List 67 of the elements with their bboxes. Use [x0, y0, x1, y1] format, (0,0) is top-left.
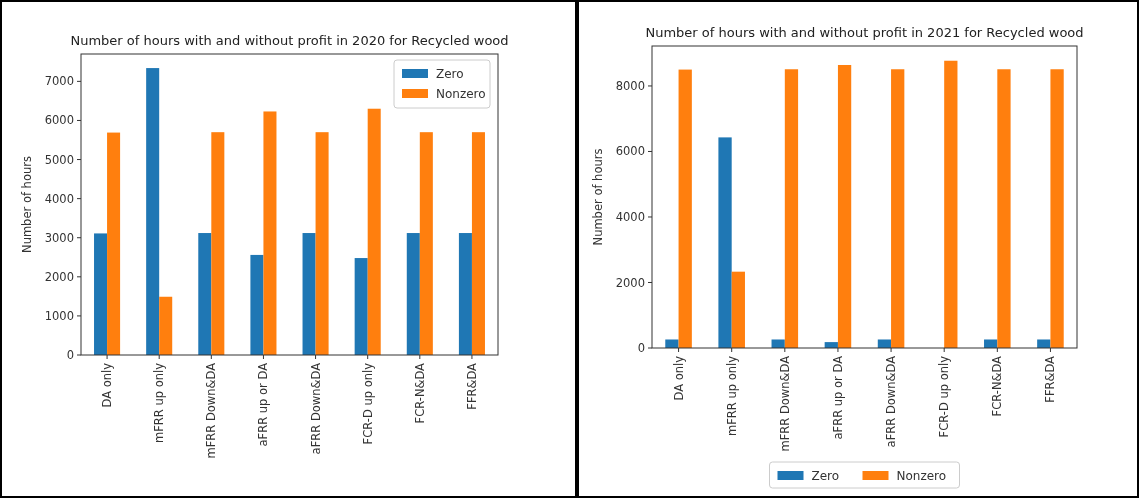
bar	[1050, 69, 1064, 348]
y-tick-label: 7000	[44, 74, 74, 89]
x-tick-label: aFRR up or DA	[256, 362, 271, 447]
x-tick-label: FFR&DA	[464, 362, 479, 410]
bar	[1037, 339, 1051, 348]
bar	[678, 69, 692, 348]
x-tick-label: mFRR up only	[724, 355, 739, 437]
bar	[367, 108, 381, 355]
x-tick-label: aFRR Down&DA	[884, 355, 899, 448]
x-tick-label: DA only	[671, 355, 686, 401]
bar	[159, 296, 173, 355]
bar	[263, 111, 277, 355]
x-tick-label: FCR-D up only	[937, 355, 952, 438]
y-tick-label: 1000	[44, 308, 74, 323]
legend-label: Nonzero	[896, 469, 947, 484]
x-tick-label: DA only	[100, 362, 115, 408]
y-axis-title: Number of hours	[20, 156, 34, 253]
x-tick-label: FFR&DA	[1043, 355, 1058, 403]
y-tick-label: 0	[66, 348, 74, 363]
chart-title: Number of hours with and without profit in 2020 for Recycled wood	[70, 33, 509, 48]
bar	[354, 258, 368, 355]
bar	[211, 132, 225, 355]
bar	[771, 339, 785, 348]
bar	[302, 233, 316, 355]
bar	[731, 271, 745, 348]
bar	[458, 233, 472, 355]
bar	[406, 233, 420, 355]
x-tick-label: mFRR up only	[152, 362, 167, 444]
x-tick-label: FCR-D up only	[360, 362, 375, 445]
y-tick-label: 5000	[44, 152, 74, 167]
bar	[107, 132, 121, 355]
bar	[250, 254, 264, 355]
legend-label: Zero	[811, 469, 840, 484]
x-tick-label: FCR-N&DA	[412, 362, 427, 424]
bar	[718, 137, 732, 348]
y-tick-label: 4000	[615, 210, 645, 225]
bar	[944, 60, 958, 348]
bar	[891, 69, 905, 348]
bar	[419, 132, 433, 355]
chart-title: Number of hours with and without profit in 2021 for Recycled wood	[645, 25, 1084, 40]
y-tick-label: 0	[637, 341, 645, 356]
bar	[665, 339, 679, 348]
bar	[784, 69, 799, 348]
x-tick-label: FCR-N&DA	[990, 355, 1005, 417]
bar	[877, 339, 892, 348]
bar	[837, 65, 852, 348]
bar	[146, 68, 160, 355]
y-tick-label: 4000	[44, 191, 74, 206]
x-tick-label: aFRR Down&DA	[308, 362, 323, 455]
legend-label: Zero	[436, 67, 464, 82]
bar	[984, 339, 998, 348]
legend-label: Nonzero	[436, 87, 486, 102]
y-tick-label: 3000	[44, 230, 74, 245]
x-tick-label: aFRR up or DA	[830, 355, 845, 440]
y-tick-label: 6000	[44, 113, 74, 128]
y-axis-title: Number of hours	[591, 148, 605, 246]
bar	[997, 69, 1011, 348]
bar	[198, 233, 212, 355]
y-tick-label: 2000	[615, 275, 645, 290]
bar	[94, 233, 108, 355]
y-tick-label: 8000	[615, 78, 645, 93]
x-tick-label: mFRR Down&DA	[204, 362, 219, 459]
y-tick-label: 6000	[615, 144, 645, 159]
y-tick-label: 2000	[44, 269, 74, 284]
bar	[315, 132, 329, 355]
bar	[471, 132, 485, 355]
x-tick-label: mFRR Down&DA	[777, 355, 792, 452]
